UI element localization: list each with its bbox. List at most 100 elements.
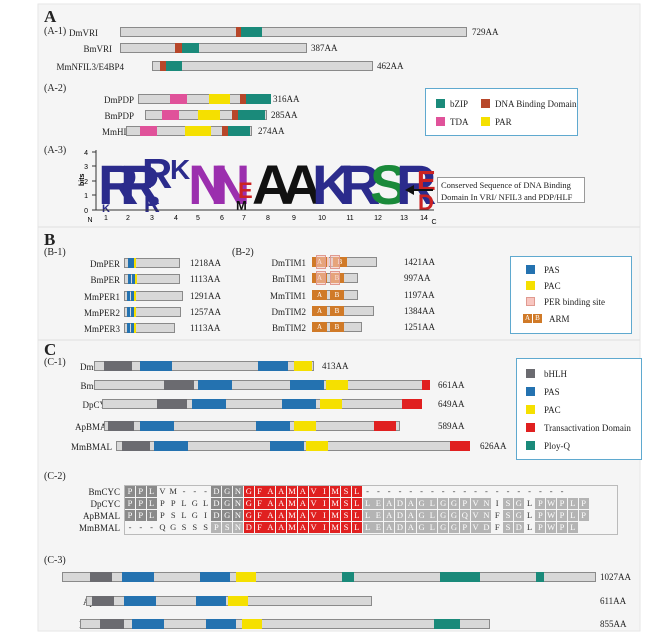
logo-xtick: 12 [374, 215, 382, 222]
logo-xtick: 3 [150, 215, 154, 222]
protein-bar [102, 399, 422, 409]
alignment-residue: G [449, 510, 459, 521]
bzip-domain [228, 126, 250, 136]
alignment-residue: M [330, 522, 341, 533]
legend-swatch-par [481, 117, 490, 126]
alignment-residue: P [125, 510, 135, 521]
alignment-residue: P [135, 510, 146, 521]
alignment-residue: A [276, 498, 287, 509]
panel-c2-label: (C-2) [44, 471, 66, 482]
alignment-residue: E [373, 498, 384, 509]
legend-label-par: PAR [495, 117, 512, 127]
alignment-residue: G [416, 498, 427, 509]
alignment-residue: A [297, 510, 308, 521]
bzip-domain [166, 61, 182, 71]
alignment-residue: - [420, 486, 424, 496]
legend-swatch-pas [526, 387, 535, 396]
legend-swatch-polyq [526, 441, 535, 450]
panel-b1-label: (B-1) [44, 247, 66, 258]
alignment-residue: M [287, 486, 297, 497]
alignment-residue: L [351, 486, 362, 497]
alignment-residue: - [452, 486, 456, 496]
protein-bar [120, 27, 467, 37]
protein-length: 316AA [273, 94, 300, 104]
alignment-residue: P [135, 486, 146, 497]
alignment-residue: S [341, 510, 351, 521]
legend-swatch-arm-a: A [523, 314, 532, 323]
alignment-residue: A [405, 498, 416, 509]
pas-domain [206, 619, 236, 629]
alignment-residue: L [526, 498, 533, 508]
arm-domain: B [330, 306, 344, 316]
alignment-residue: V [308, 486, 319, 497]
pas-domain [128, 258, 131, 268]
alignment-residue: - [182, 486, 186, 496]
arm-domain: A [312, 290, 327, 300]
legend-label-bhlh: bHLH [544, 369, 567, 379]
protein-name: MmPER1 [83, 292, 120, 302]
alignment-residue: G [449, 522, 459, 533]
alignment-residue: L [567, 498, 578, 509]
legend-label-tda: TDA [450, 117, 469, 127]
logo-xtick: 8 [266, 215, 270, 222]
protein-length: 855AA [600, 619, 627, 629]
alignment-residue: N [233, 498, 243, 509]
alignment-residue: G [222, 510, 233, 521]
alignment-residue: - [376, 486, 380, 496]
protein-length: 1218AA [190, 258, 221, 268]
alignment-residue: D [395, 522, 405, 533]
protein-length: 1421AA [404, 257, 435, 267]
alignment-seq-name: ApBMAL [82, 511, 120, 521]
dbd-domain [240, 94, 246, 104]
alignment-residue: L [351, 498, 362, 509]
arm-domain: A [312, 322, 327, 332]
alignment-residue: - [128, 522, 132, 532]
per-binding-site [316, 255, 326, 269]
protein-name: BmTIM1 [271, 274, 306, 284]
arm-domain: B [330, 290, 344, 300]
per_site-domain [327, 257, 329, 267]
pas-domain [131, 307, 134, 317]
logo-letter-small: R [144, 192, 160, 217]
polyq-domain [536, 572, 544, 582]
alignment-residue: L [202, 498, 209, 508]
logo-xtick: 5 [196, 215, 200, 222]
legend-b: PAS PAC PER binding site A B ARM [510, 256, 632, 334]
pac-domain [134, 291, 136, 301]
protein-length: 1251AA [404, 322, 435, 332]
alignment-residue: - [517, 486, 521, 496]
alignment-residue: - [441, 486, 445, 496]
bzip-domain [182, 43, 199, 53]
alignment-residue: S [503, 510, 513, 521]
protein-length: 1027AA [600, 572, 631, 582]
logo-letter-small: M [236, 198, 247, 213]
logo-letter: E [417, 165, 436, 196]
alignment-residue: F [254, 486, 265, 497]
alignment-residue: W [546, 510, 557, 521]
tad-domain [450, 441, 470, 451]
alignment-residue: G [191, 510, 198, 520]
alignment-residue: V [470, 510, 481, 521]
logo-ylabel: bits [79, 173, 86, 186]
pas-domain [128, 274, 131, 284]
dbd-domain [160, 61, 166, 71]
tda-domain [140, 126, 157, 136]
protein-name: MmPER2 [83, 308, 120, 318]
protein-name: MmPER3 [83, 324, 120, 334]
legend-label-per-site: PER binding site [544, 297, 606, 307]
alignment-residue: S [341, 486, 351, 497]
protein-length: 462AA [377, 61, 404, 71]
alignment-residue: S [503, 522, 513, 533]
protein-length: 1257AA [190, 307, 221, 317]
pas-domain [270, 441, 304, 451]
panel-a3-label: (A-3) [44, 145, 67, 156]
alignment-residue: A [297, 522, 308, 533]
alignment-seq-name: BmCYC [88, 487, 120, 497]
alignment-residue: A [276, 522, 287, 533]
alignment-residue: G [438, 522, 449, 533]
alignment-residue: N [481, 510, 492, 521]
logo-letter: K [312, 153, 352, 216]
alignment-residue: M [330, 498, 341, 509]
alignment-residue: A [384, 498, 395, 509]
protein-length: 649AA [438, 399, 465, 409]
